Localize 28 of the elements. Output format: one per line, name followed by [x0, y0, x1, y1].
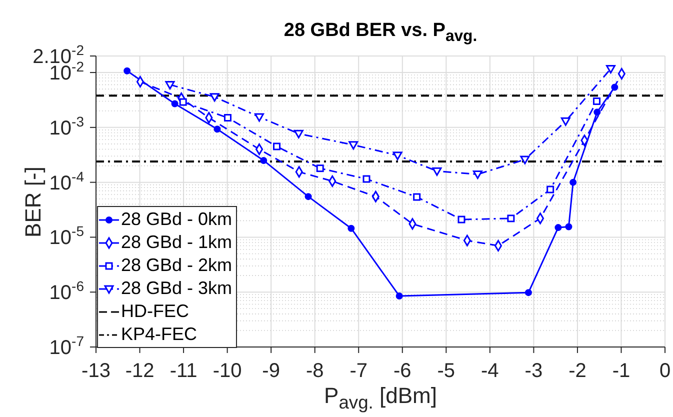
chart-title: 28 GBd BER vs. P$_{avg.}$ [282, 20, 478, 46]
x-tick-label: -5 [437, 360, 456, 382]
x-tick-label: 0 [659, 360, 671, 382]
y-tick-label: 10$^{-6}$ [49, 278, 84, 304]
x-axis-title: P$_{avg.}$ [dBm] [323, 383, 438, 414]
y-tick-label: 10$^{-4}$ [49, 168, 84, 194]
legend-label: 28 GBd - 3km [121, 277, 232, 300]
legend-label: HD-FEC [121, 300, 189, 323]
x-tick-label: -6 [393, 360, 412, 382]
legend-label: 28 GBd - 2km [121, 254, 232, 277]
x-tick-label: -8 [306, 360, 324, 382]
y-tick-label: 10$^{-5}$ [49, 223, 84, 250]
x-tick-label: -7 [350, 360, 368, 382]
x-tick-label: -2 [568, 360, 586, 382]
x-tick-label: -13 [82, 360, 110, 382]
x-tick-label: -11 [170, 360, 198, 382]
y-tick-label: 10$^{-3}$ [49, 113, 84, 140]
legend-label: 28 GBd - 1km [121, 231, 232, 254]
y-axis-title: BER [-] [20, 166, 46, 237]
x-tick-label: -9 [262, 360, 280, 382]
x-tick-label: -12 [125, 360, 154, 382]
x-tick-label: -3 [524, 360, 543, 382]
legend-label: KP4-FEC [121, 323, 198, 346]
y-tick-label: 10$^{-7}$ [49, 333, 84, 359]
x-tick-label: -10 [212, 360, 242, 382]
x-tick-label: -1 [612, 360, 630, 382]
legend-label: 28 GBd - 0km [121, 208, 232, 231]
x-tick-label: -4 [481, 360, 499, 382]
